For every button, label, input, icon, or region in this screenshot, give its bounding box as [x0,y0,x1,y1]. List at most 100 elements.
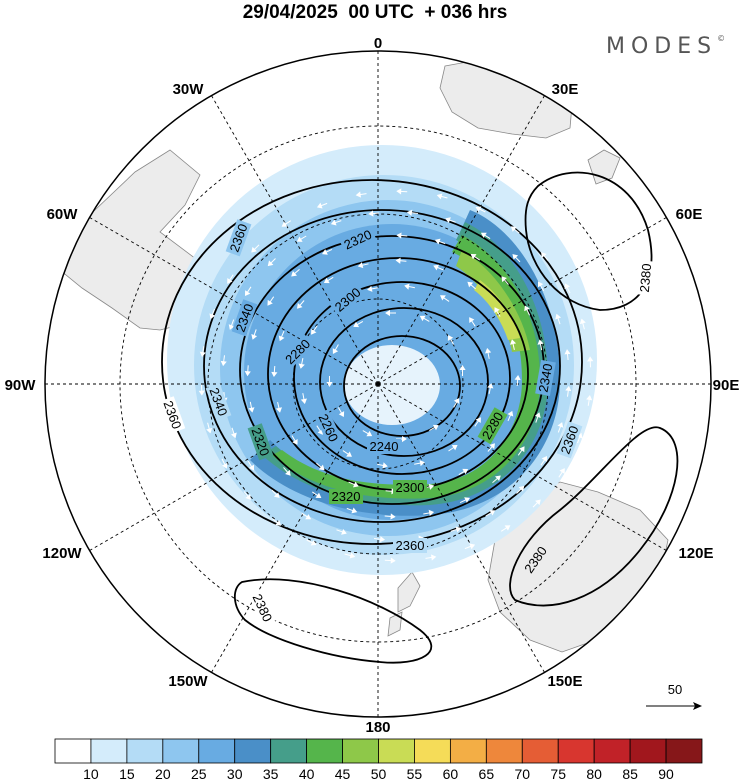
shade-core [344,345,440,425]
contour-2380-b [509,426,679,607]
meridian-line [377,383,545,673]
wind-arrow-head-icon [434,238,441,245]
meridian-line [89,383,379,551]
brand-name: MODES [606,34,718,59]
wind-arrow-head-icon [248,407,255,413]
wind-arrow-head-icon [433,264,440,271]
wind-arrow-head-icon [406,209,413,216]
contours [161,171,679,664]
lon-label-180: 180 [365,719,390,736]
wind-arrow-head-icon [494,307,500,314]
wind-arrow-head-icon [245,494,251,500]
wind-arrow-head-icon [485,347,492,354]
colorbar-tick-label: 75 [550,766,566,782]
wind-arrow-head-icon [445,217,451,224]
contour-2380-c [233,578,433,664]
colorbar-tick-label: 40 [299,766,315,782]
colorbar-swatch [521,738,559,764]
colorbar-swatch [378,738,415,764]
colorbar-swatch [54,738,92,764]
wind-arrow-head-icon [557,422,564,428]
wind-arrow-head-icon [518,485,525,492]
colorbar-swatch [593,738,631,764]
colorbar-swatch [306,738,343,764]
wind-arrow-head-icon [244,371,251,377]
reference-vector-label: 50 [668,682,682,697]
wind-arrow-head-icon [480,232,487,238]
colorbar-tick-label: 10 [83,766,99,782]
wind-arrow-head-icon [323,277,330,284]
brand-mark: © [717,34,726,43]
colorbar: 10 15 20 25 30 35 40 45 50 55 60 65 70 75 80 85 90 [54,738,703,782]
contour-label-2240: 2240 [367,439,401,454]
colorbar-swatch [234,738,272,764]
lon-label-90w: 90W [5,377,37,394]
wind-arrow-head-icon [579,318,586,325]
lon-label-60e: 60E [676,206,703,223]
wind-arrow-head-icon [534,412,541,418]
wind-arrow-head-icon [436,193,443,200]
wind-arrow-head-icon [586,394,593,401]
wind-arrow-head-icon [199,351,206,358]
wind-arrow-head-icon [267,299,273,306]
wind-arrow-head-icon [395,257,401,264]
colorbar-tick-label: 65 [479,766,495,782]
contour-2340 [203,209,561,523]
wind-arrow-head-icon [382,462,388,469]
wind-arrow-head-icon [296,303,303,309]
wind-arrow-head-icon [209,313,216,320]
wind-arrow-head-icon [451,444,458,451]
wind-arrow-head-icon [447,334,454,341]
wind-arrow-head-icon [565,385,572,392]
wind-arrow-head-icon [341,528,347,535]
wind-arrow-head-icon [275,407,282,413]
wind-arrow-head-icon [507,410,514,417]
colorbar-tick-label: 55 [407,766,423,782]
wind-arrow-head-icon [555,313,562,320]
colorbar-tick-label: 45 [335,766,351,782]
wind-arrow-head-icon [519,446,525,453]
wind-arrow-head-icon [576,432,583,439]
wind-arrow-head-icon [228,324,235,330]
lon-label-0: 0 [374,35,382,52]
meridian-line [211,383,379,673]
contour-label-2360-c: 2360 [393,538,427,553]
wind-arrow-head-icon [432,424,439,431]
brand-logo: MODES© [606,34,725,59]
wind-arrow-head-icon [346,451,352,457]
contour-2280 [293,281,511,475]
lon-label-30e: 30E [552,81,579,98]
colorbar-tick-label: 25 [191,766,207,782]
wind-arrow-head-icon [285,469,291,476]
colorbar-tick-label: 20 [155,766,171,782]
wind-arrow-head-icon [390,513,396,520]
wind-arrow-head-icon [495,475,501,482]
wind-arrow-head-icon [198,390,205,396]
wind-arrow-head-icon [385,309,390,317]
wind-arrow-head-icon [322,249,328,255]
colorbar-tick-label: 85 [622,766,638,782]
wind-arrow-head-icon [357,262,364,269]
wind-arrow-head-icon [244,290,251,296]
wind-arrow-head-icon [535,499,541,506]
wind-arrow-head-icon [501,276,507,283]
wind-arrow-head-icon [351,507,358,514]
meridian-line [377,217,667,385]
wind-arrow-head-icon [315,492,322,499]
wind-arrow-head-icon [470,253,477,260]
wind-arrow-head-icon [221,462,228,469]
wind-arrow-head-icon [300,398,307,405]
lon-label-150w: 150W [168,673,208,690]
wind-arrow-head-icon [278,335,285,342]
pole-marker [375,381,381,387]
arrow-head-icon [693,702,702,710]
wind-arrow-head-icon [292,438,298,445]
wind-arrow-head-icon [298,363,305,369]
colorbar-swatch [557,738,595,764]
wind-arrow-head-icon [402,435,407,443]
wind-arrow-head-icon [396,232,402,239]
wind-arrow-head-icon [305,514,312,520]
meridian-line [89,217,379,385]
colorbar-swatch [342,738,379,764]
